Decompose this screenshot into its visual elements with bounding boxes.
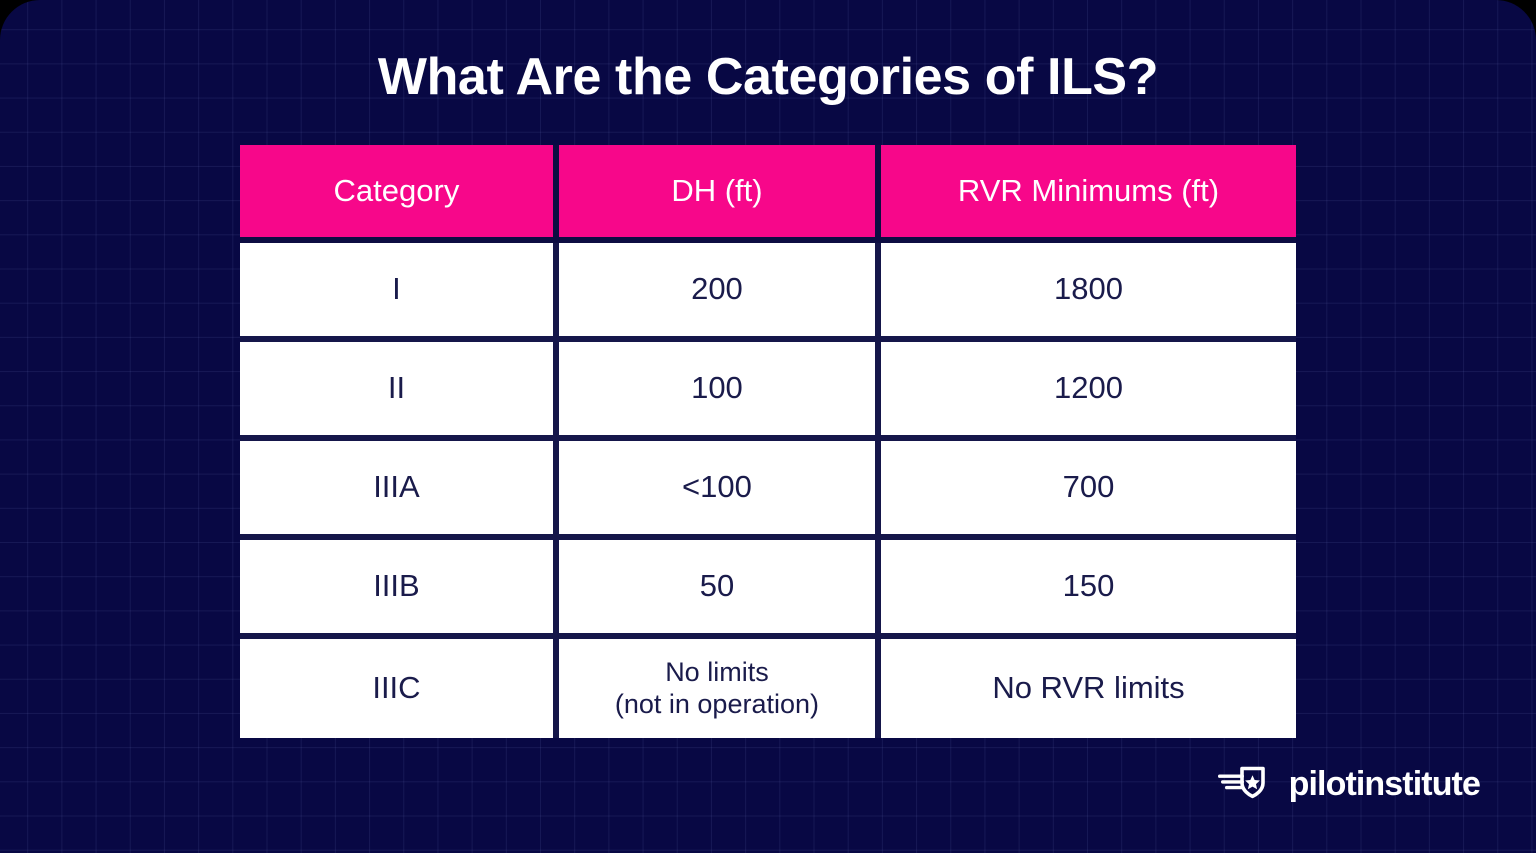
table-row: IIIC No limits (not in operation) No RVR… — [240, 639, 1296, 738]
column-header-rvr: RVR Minimums (ft) — [880, 145, 1296, 237]
logo-wordmark: pilotinstitute — [1288, 764, 1481, 803]
cell-dh: No limits (not in operation) — [558, 639, 881, 738]
table-header: Category DH (ft) RVR Minimums (ft) — [240, 145, 1296, 237]
ils-categories-table-container: Category DH (ft) RVR Minimums (ft) I 200… — [240, 145, 1296, 738]
cell-category: IIIC — [240, 639, 559, 738]
page-title: What Are the Categories of ILS? — [377, 48, 1159, 106]
cell-rvr: 150 — [880, 540, 1296, 639]
winged-shield-star-icon — [1217, 762, 1278, 805]
cell-category: IIIA — [240, 441, 559, 540]
cell-dh-line1: No limits — [665, 657, 769, 688]
column-header-dh: DH (ft) — [558, 145, 881, 237]
cell-category: IIIB — [240, 540, 559, 639]
cell-rvr: 1800 — [880, 243, 1296, 342]
cell-category: I — [240, 243, 559, 342]
pilot-institute-logo: pilotinstitute — [1217, 762, 1481, 805]
cell-dh-line2: (not in operation) — [614, 688, 819, 719]
table-row: IIIB 50 150 — [240, 540, 1296, 639]
table-row: II 100 1200 — [240, 342, 1296, 441]
column-header-category: Category — [240, 145, 559, 237]
table-row: I 200 1800 — [240, 243, 1296, 342]
table-header-row: Category DH (ft) RVR Minimums (ft) — [240, 145, 1296, 237]
header-body-separator — [240, 237, 1296, 243]
cell-dh: 200 — [558, 243, 881, 342]
table-row: IIIA <100 700 — [240, 441, 1296, 540]
ils-categories-table: Category DH (ft) RVR Minimums (ft) I 200… — [240, 145, 1296, 738]
cell-rvr: 1200 — [880, 342, 1296, 441]
table-body: I 200 1800 II 100 1200 IIIA <100 700 III… — [240, 237, 1296, 738]
cell-rvr: No RVR limits — [880, 639, 1296, 738]
cell-dh: 50 — [558, 540, 881, 639]
cell-category: II — [240, 342, 559, 441]
cell-dh: 100 — [558, 342, 881, 441]
cell-dh: <100 — [558, 441, 881, 540]
cell-rvr: 700 — [880, 441, 1296, 540]
